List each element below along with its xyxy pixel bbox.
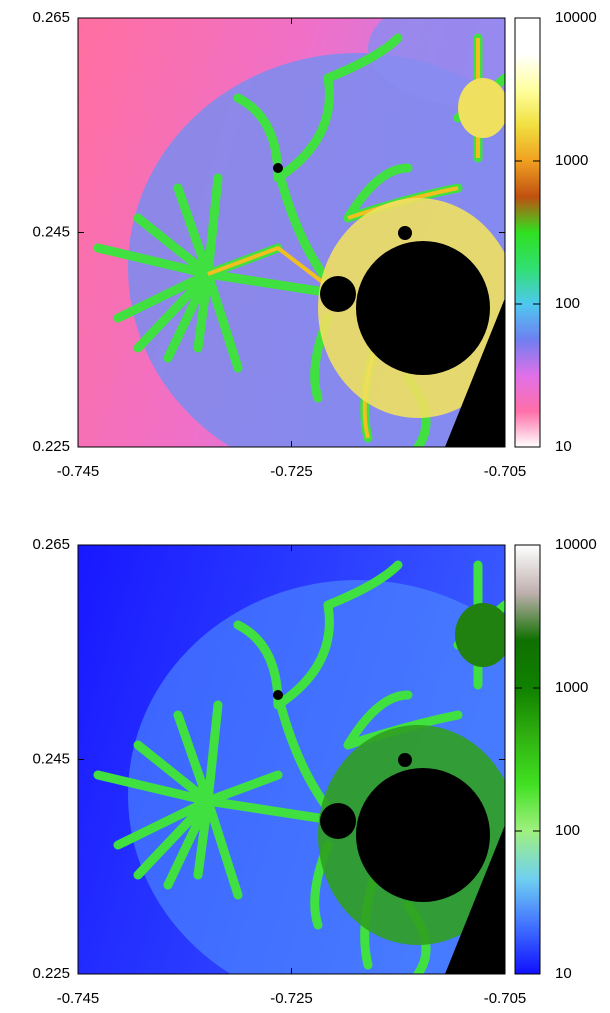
y-tick-label: 0.225 xyxy=(32,965,70,982)
colorbar-tick-label: 100 xyxy=(555,295,580,312)
y-tick-label: 0.225 xyxy=(32,438,70,455)
y-tick-label: 0.265 xyxy=(32,536,70,553)
y-tick-label: 0.245 xyxy=(32,750,70,767)
colorbar-tick-label: 10000 xyxy=(555,536,597,553)
bulb xyxy=(398,226,412,240)
bulb xyxy=(273,163,283,173)
x-tick-label: -0.705 xyxy=(484,990,527,1007)
y-tick-label: 0.245 xyxy=(32,223,70,240)
colorbar-tick-label: 10 xyxy=(555,438,572,455)
y-tick-label: 0.265 xyxy=(32,9,70,26)
colorbar-tick-label: 100 xyxy=(555,822,580,839)
cardioid xyxy=(445,825,505,974)
fractal-image xyxy=(78,18,505,447)
bulb xyxy=(320,276,356,312)
fractal-image xyxy=(78,545,505,974)
cardioid xyxy=(356,768,490,902)
x-tick-label: -0.725 xyxy=(270,463,313,480)
colorbar-tick-label: 10 xyxy=(555,965,572,982)
bulb xyxy=(398,753,412,767)
x-tick-label: -0.745 xyxy=(57,463,100,480)
halo xyxy=(458,78,505,138)
cardioid xyxy=(445,298,505,447)
cardioid xyxy=(356,241,490,375)
bulb xyxy=(273,690,283,700)
x-tick-label: -0.725 xyxy=(270,990,313,1007)
colorbar xyxy=(514,17,541,448)
colorbar-tick-label: 10000 xyxy=(555,9,597,26)
x-tick-label: -0.745 xyxy=(57,990,100,1007)
bulb xyxy=(320,803,356,839)
x-tick-label: -0.705 xyxy=(484,463,527,480)
colorbar-tick-label: 1000 xyxy=(555,679,588,696)
halo xyxy=(455,603,505,667)
colorbar-tick-label: 1000 xyxy=(555,152,588,169)
colorbar xyxy=(514,544,541,975)
